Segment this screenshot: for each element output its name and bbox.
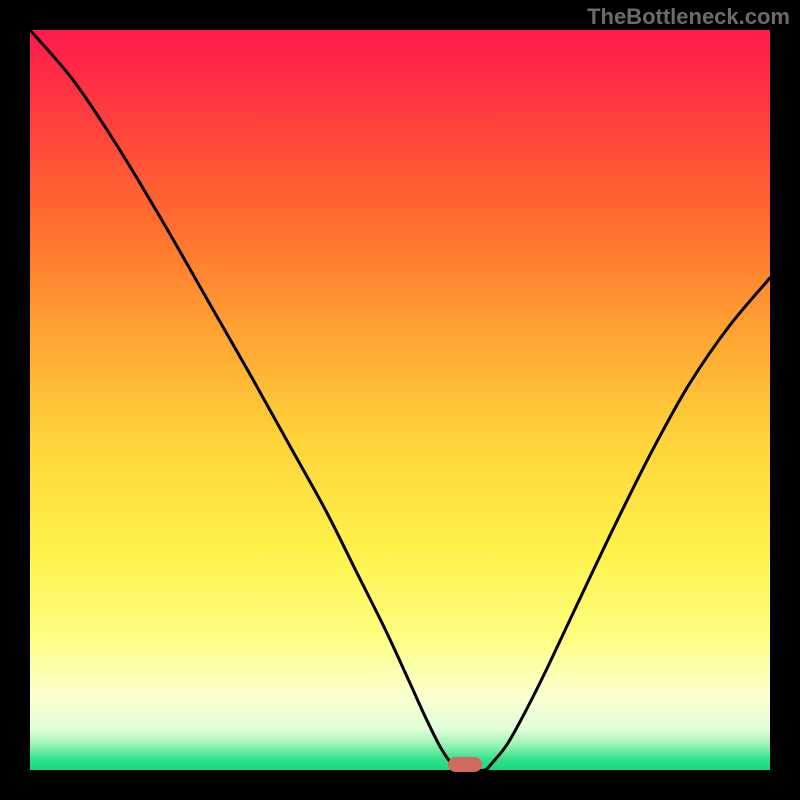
bottleneck-curve	[0, 0, 800, 800]
chart-container: TheBottleneck.com	[0, 0, 800, 800]
watermark-text: TheBottleneck.com	[587, 4, 790, 30]
optimal-marker	[448, 757, 482, 772]
